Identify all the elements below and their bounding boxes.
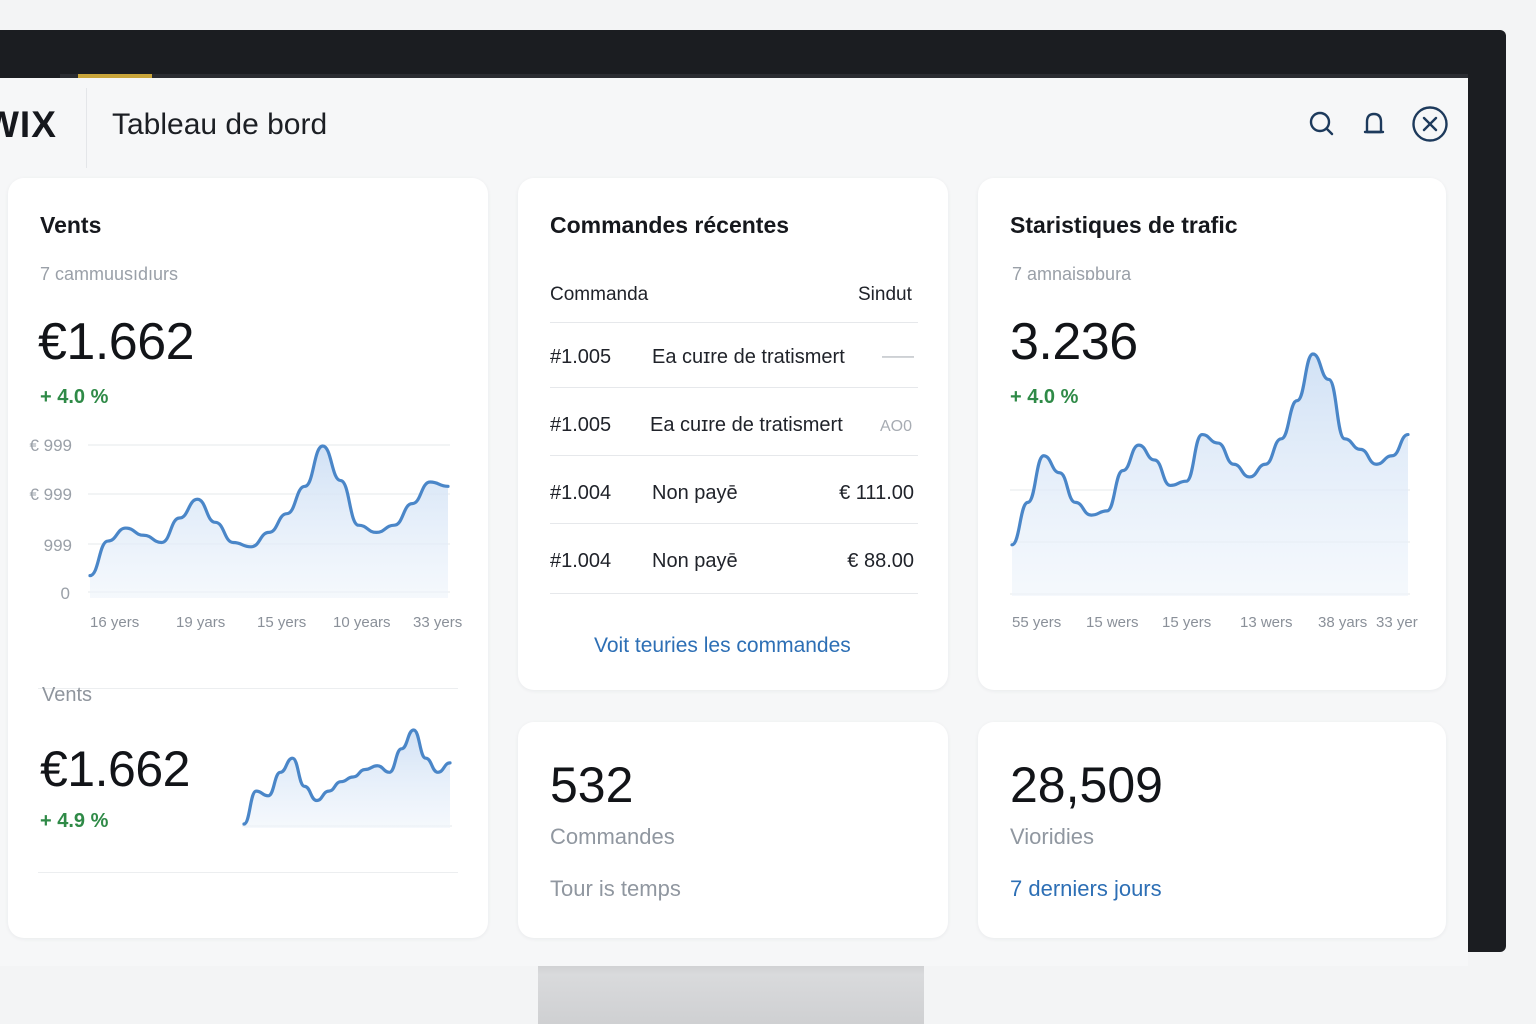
x-tick-label: 33 yer	[1376, 614, 1418, 631]
series-line	[242, 728, 452, 826]
row-divider	[550, 593, 918, 594]
mini-sales-change: + 4.9 %	[40, 810, 109, 832]
visits-card: 28,509 Vioridies 7 derniers jours	[978, 722, 1446, 938]
app-header: WIX Tableau de bord	[0, 78, 1468, 170]
column-header-status[interactable]: Sindut	[858, 284, 912, 305]
y-tick-label: € 999	[29, 436, 72, 455]
sales-change: + 4.0 %	[40, 386, 109, 408]
view-all-orders-link[interactable]: Voit teuries les commandes	[594, 634, 851, 657]
row-divider	[550, 322, 918, 323]
mini-sales-title: Vents	[42, 684, 93, 706]
search-icon[interactable]	[1304, 106, 1340, 142]
order-id: #1.004	[550, 482, 612, 504]
order-amount: € 111.00	[839, 482, 914, 504]
order-status: Non payē	[652, 482, 738, 504]
traffic-period: 7 amnaisɒbura	[1012, 264, 1132, 284]
visits-label: Vioridies	[1010, 824, 1094, 849]
x-tick-label: 10 years	[333, 614, 391, 631]
order-id: #1.005	[550, 414, 612, 436]
y-tick-label: € 999	[29, 485, 72, 504]
wix-logo[interactable]: WIX	[0, 104, 57, 145]
x-tick-label: 15 wers	[1086, 614, 1139, 631]
y-tick-label: 0	[60, 584, 70, 603]
orders-total-label: Commandes	[550, 824, 675, 849]
order-id: #1.004	[550, 550, 612, 572]
mini-sales-value: €1.662	[40, 741, 190, 797]
x-tick-label: 13 wers	[1240, 614, 1293, 631]
sales-line-chart	[88, 444, 450, 598]
page-title: Tableau de bord	[112, 108, 328, 141]
header-divider	[86, 88, 87, 168]
order-id: #1.005	[550, 346, 612, 368]
order-amount: € 88.00	[847, 550, 914, 572]
x-tick-label: 19 yars	[176, 614, 226, 631]
area-fill	[1012, 354, 1408, 596]
sales-period: 7 cammuusıdıurs	[40, 264, 179, 284]
sales-card: Vents 7 cammuusıdıurs €1.662 + 4.0 % € 9…	[8, 178, 488, 938]
orders-total-value: 532	[550, 757, 634, 813]
screen-top-strip	[60, 74, 1468, 78]
order-status: Non payē	[652, 550, 738, 572]
traffic-title: Staristiques de trafic	[1010, 212, 1238, 238]
order-amount: AO0	[879, 418, 912, 435]
order-amount: ——	[882, 348, 914, 365]
row-divider	[550, 523, 918, 524]
sales-value: €1.662	[38, 313, 195, 371]
visits-period-link[interactable]: 7 derniers jours	[1010, 876, 1162, 901]
orders-total-period: Tour is temps	[550, 876, 681, 901]
orders-title: Commandes récentes	[550, 212, 790, 238]
orders-total-card: 532 Commandes Tour is temps	[518, 722, 948, 938]
monitor-bezel: WIX Tableau de bord Vents 7 cammuusıdıur…	[0, 30, 1506, 966]
order-status: Ea cuɪre de tratismert	[652, 346, 845, 368]
dashboard-screen: WIX Tableau de bord Vents 7 cammuusıdıur…	[0, 78, 1468, 966]
recent-orders-card: Commandes récentes Commanda Sindut #1.00…	[518, 178, 948, 690]
mini-sales-chart	[242, 728, 452, 828]
column-header-order[interactable]: Commanda	[550, 284, 649, 305]
sales-title: Vents	[40, 212, 102, 238]
traffic-line-chart	[1010, 352, 1410, 596]
order-status: Ea cuɪre de tratismert	[650, 414, 843, 436]
section-divider	[38, 872, 458, 873]
series-line	[88, 444, 450, 578]
traffic-stats-card: Staristiques de trafic 7 amnaisɒbura 3.2…	[978, 178, 1446, 690]
traffic-value: 3.236	[1010, 313, 1138, 371]
close-icon[interactable]	[1410, 104, 1450, 144]
y-tick-label: 999	[43, 536, 72, 555]
row-divider	[550, 455, 918, 456]
x-tick-label: 33 yers	[413, 614, 463, 631]
x-tick-label: 55 yers	[1012, 614, 1062, 631]
visits-value: 28,509	[1010, 757, 1163, 813]
area-fill	[90, 446, 448, 598]
section-divider	[38, 688, 458, 689]
bell-icon[interactable]	[1356, 106, 1392, 142]
series-line	[1010, 352, 1410, 547]
x-tick-label: 15 yers	[1162, 614, 1212, 631]
x-tick-label: 38 yars	[1318, 614, 1368, 631]
traffic-change: + 4.0 %	[1010, 386, 1079, 408]
x-tick-label: 15 yers	[257, 614, 307, 631]
row-divider	[550, 387, 918, 388]
x-tick-label: 16 yers	[90, 614, 140, 631]
